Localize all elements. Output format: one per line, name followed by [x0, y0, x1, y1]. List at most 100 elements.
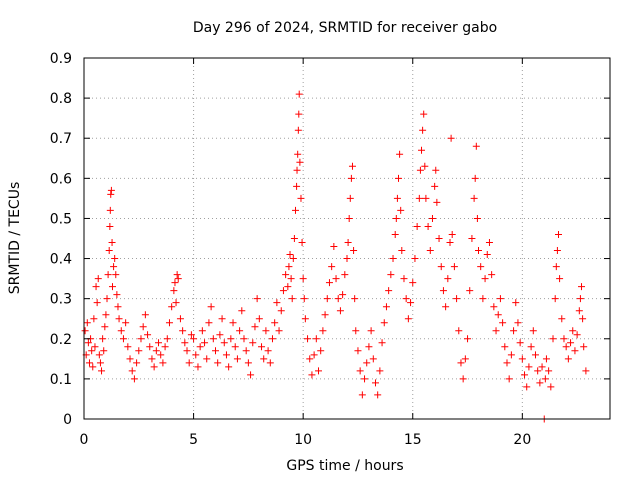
data-point: [89, 363, 97, 371]
data-point: [551, 295, 559, 303]
data-point: [183, 347, 191, 355]
data-point: [365, 343, 373, 351]
data-point: [348, 162, 356, 170]
data-point: [141, 311, 149, 319]
data-point: [104, 271, 112, 279]
data-point: [91, 343, 99, 351]
data-point: [367, 327, 375, 335]
data-point: [157, 351, 165, 359]
y-axis: 0 0.1 0.2 0.3 0.4 0.5 0.6 0.7 0.8 0.9: [50, 51, 610, 428]
data-point: [94, 275, 102, 283]
data-point: [96, 359, 104, 367]
data-point: [144, 331, 152, 339]
y-tick-label: 0.1: [50, 372, 72, 388]
data-point: [194, 363, 202, 371]
data-point: [88, 347, 96, 355]
data-point: [159, 359, 167, 367]
data-point: [448, 230, 456, 238]
data-point: [411, 255, 419, 263]
data-point: [531, 351, 539, 359]
data-point: [293, 182, 301, 190]
data-point: [288, 295, 296, 303]
data-point: [418, 146, 426, 154]
data-point: [473, 214, 481, 222]
data-point: [273, 299, 281, 307]
data-point: [114, 303, 122, 311]
data-point: [198, 327, 206, 335]
data-point: [301, 315, 309, 323]
data-point: [542, 355, 550, 363]
x-tick-label: 5: [189, 432, 198, 448]
data-point: [461, 355, 469, 363]
data-point: [420, 110, 428, 118]
data-point: [282, 271, 290, 279]
data-point: [298, 239, 306, 247]
data-point: [398, 247, 406, 255]
data-point: [242, 347, 250, 355]
data-point: [171, 279, 179, 287]
data-point: [229, 319, 237, 327]
data-point: [492, 327, 500, 335]
data-point: [287, 275, 295, 283]
data-point: [85, 359, 93, 367]
data-point: [558, 315, 566, 323]
data-point: [527, 343, 535, 351]
y-tick-label: 0.4: [50, 252, 72, 268]
data-point: [556, 275, 564, 283]
data-point: [218, 315, 226, 323]
data-point: [564, 355, 572, 363]
data-point: [391, 230, 399, 238]
data-point: [507, 351, 515, 359]
data-point: [404, 315, 412, 323]
data-point: [416, 166, 424, 174]
data-point: [358, 391, 366, 399]
data-point: [569, 327, 577, 335]
y-tick-label: 0.8: [50, 91, 72, 107]
data-point: [534, 367, 542, 375]
data-point: [260, 355, 268, 363]
data-point: [505, 375, 513, 383]
data-point: [268, 335, 276, 343]
data-point: [137, 335, 145, 343]
data-point: [284, 283, 292, 291]
data-point: [518, 355, 526, 363]
data-point: [553, 247, 561, 255]
data-point: [103, 295, 111, 303]
data-point: [187, 331, 195, 339]
data-point: [419, 126, 427, 134]
data-point: [439, 287, 447, 295]
data-point: [176, 315, 184, 323]
data-point: [470, 194, 478, 202]
data-point: [110, 263, 118, 271]
data-point: [179, 327, 187, 335]
data-point: [290, 235, 298, 242]
data-point: [499, 319, 507, 327]
data-point: [93, 299, 101, 307]
data-point: [347, 174, 355, 182]
data-point: [222, 351, 230, 359]
data-point: [578, 283, 586, 291]
data-point: [312, 335, 320, 343]
data-point: [233, 355, 241, 363]
data-point: [351, 295, 359, 303]
data-point: [421, 162, 429, 170]
data-point: [552, 263, 560, 271]
data-point: [432, 166, 440, 174]
data-point: [295, 90, 303, 98]
data-point: [277, 307, 285, 315]
data-point: [161, 343, 169, 351]
data-point: [516, 339, 524, 347]
data-point: [214, 359, 222, 367]
data-point: [100, 347, 108, 355]
data-point: [332, 275, 340, 283]
data-point: [173, 271, 181, 279]
data-point: [409, 279, 417, 287]
data-point: [374, 391, 382, 399]
data-point: [346, 194, 354, 202]
data-point: [422, 194, 430, 202]
data-point: [354, 347, 362, 355]
data-point: [396, 150, 404, 158]
data-point: [117, 327, 125, 335]
data-point: [112, 271, 120, 279]
data-point: [98, 367, 106, 375]
